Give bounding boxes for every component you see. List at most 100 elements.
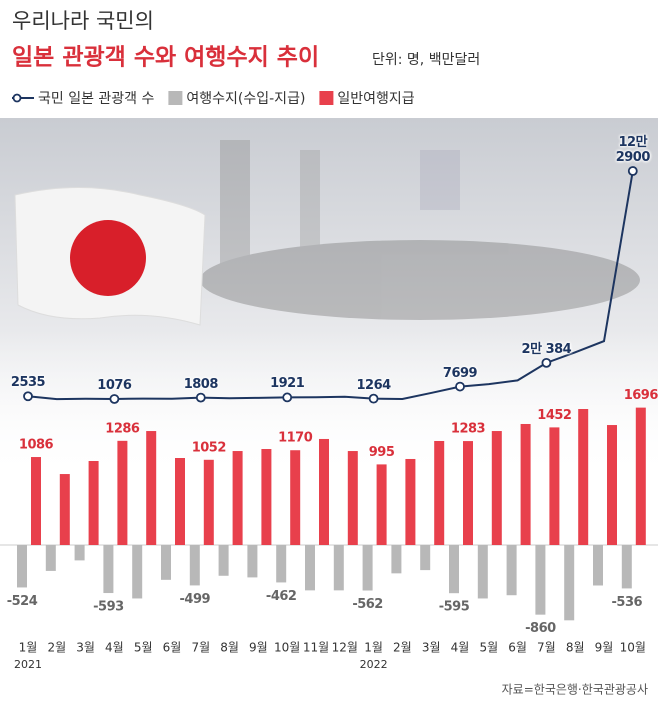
line-value-label: 7699: [442, 365, 478, 381]
bar-value-label: 1086: [19, 438, 54, 453]
bar-value-label: 1696: [624, 388, 658, 403]
x-tick-label: 5월: [479, 641, 498, 655]
bar-value-label: -593: [93, 600, 124, 615]
balance-bar: [362, 545, 373, 591]
balance-bar: [189, 545, 200, 586]
balance-bar: [74, 545, 85, 561]
legend-marker: [12, 93, 22, 103]
expense-bar: [635, 407, 646, 545]
bar-value-label: -524: [7, 594, 38, 609]
expense-bar: [203, 459, 214, 545]
year-label: 2022: [360, 658, 388, 671]
bar-value-label: 1052: [192, 440, 226, 455]
visitors-marker: [23, 391, 33, 402]
bar-value-label: -562: [352, 597, 383, 612]
x-tick-label: 10월: [274, 641, 300, 655]
x-tick-label: 1월: [364, 641, 383, 655]
x-tick-label: 7월: [191, 641, 210, 655]
bar-value-label: -462: [266, 589, 297, 604]
balance-bar: [333, 545, 344, 591]
visitors-marker: [109, 394, 120, 404]
bar-value-label: -860: [525, 621, 556, 636]
year-label: 2021: [14, 658, 42, 671]
expense-bar: [117, 440, 128, 545]
x-tick-label: 11월: [303, 641, 329, 655]
balance-bar: [17, 545, 27, 588]
bar-value-label: -595: [439, 600, 470, 615]
unit: 단위: 명, 백만달러: [372, 52, 480, 68]
crowd: [200, 140, 640, 320]
balance-bar: [564, 545, 575, 621]
title-line1: 우리나라 국민의: [12, 9, 154, 33]
visitors-line: [27, 170, 634, 401]
expense-bar: [232, 451, 243, 545]
balance-bar: [391, 545, 402, 574]
x-tick-label: 8월: [566, 641, 585, 655]
x-tick-label: 10월: [620, 641, 646, 655]
balance-bar: [218, 545, 229, 576]
x-tick-label: 3월: [76, 641, 95, 655]
x-tick-label: 2월: [47, 641, 66, 655]
bar-value-label: -536: [612, 595, 643, 610]
expense-bar: [376, 464, 387, 545]
expense-bar: [434, 440, 445, 545]
legend-label: 여행수지(수입-지급): [186, 91, 305, 107]
expense-bar: [31, 457, 41, 545]
bar-value-label: 1452: [537, 408, 571, 423]
expense-bar: [290, 450, 301, 545]
legend-swatch: [319, 91, 334, 105]
bar-value-label: 1283: [451, 422, 486, 437]
x-tick-label: 7월: [537, 641, 556, 655]
balance-bar: [477, 545, 488, 599]
japan-flag: [14, 187, 206, 326]
x-tick-label: 4월: [451, 641, 470, 655]
line-value-label: 1076: [97, 377, 132, 393]
expense-bar: [146, 431, 157, 545]
bar-value-label: 1170: [278, 431, 313, 446]
x-tick-label: 4월: [105, 641, 124, 655]
bar-value-label: -499: [180, 592, 211, 607]
line-value-label: 1264: [356, 377, 392, 393]
bar-value-label: 995: [369, 445, 395, 460]
balance-bar: [103, 545, 114, 594]
x-tick-label: 8월: [220, 641, 239, 655]
balance-bar: [247, 545, 258, 578]
visitors-marker: [455, 381, 465, 392]
balance-bar: [161, 545, 171, 580]
line-value-label: 1921: [270, 376, 305, 392]
x-tick-label: 5월: [134, 641, 153, 655]
line-value-label: 12만 2900: [615, 135, 651, 165]
expense-bar: [463, 441, 473, 545]
balance-bar: [593, 545, 603, 586]
x-tick-label: 9월: [249, 641, 268, 655]
expense-bar: [405, 458, 416, 545]
x-tick-label: 3월: [422, 641, 441, 655]
balance-bar: [621, 545, 632, 589]
balance-bar: [535, 545, 546, 615]
balance-bar: [276, 545, 287, 583]
expense-bar: [59, 474, 70, 545]
balance-bar: [420, 545, 431, 571]
visitors-marker: [541, 357, 552, 368]
x-tick-label: 9월: [595, 641, 614, 655]
expense-bar: [607, 425, 617, 545]
visitors-marker: [195, 392, 206, 403]
x-tick-label: 6월: [163, 641, 182, 655]
visitors-marker: [627, 166, 638, 176]
visitors-marker: [282, 392, 293, 403]
balance-bar: [305, 545, 315, 591]
line-value-label: 2535: [10, 375, 46, 391]
expense-bar: [319, 438, 329, 545]
title-line2: 일본 관광객 수와 여행수지 추이: [12, 45, 319, 71]
line-value-label: 2만 384: [521, 341, 572, 357]
balance-bar: [506, 545, 517, 596]
balance-bar: [132, 545, 143, 599]
expense-bar: [578, 409, 589, 545]
expense-bar: [491, 431, 502, 545]
visitors-marker: [368, 393, 379, 404]
expense-bar: [347, 451, 358, 545]
expense-bar: [175, 458, 185, 545]
x-tick-label: 1월: [19, 641, 38, 655]
